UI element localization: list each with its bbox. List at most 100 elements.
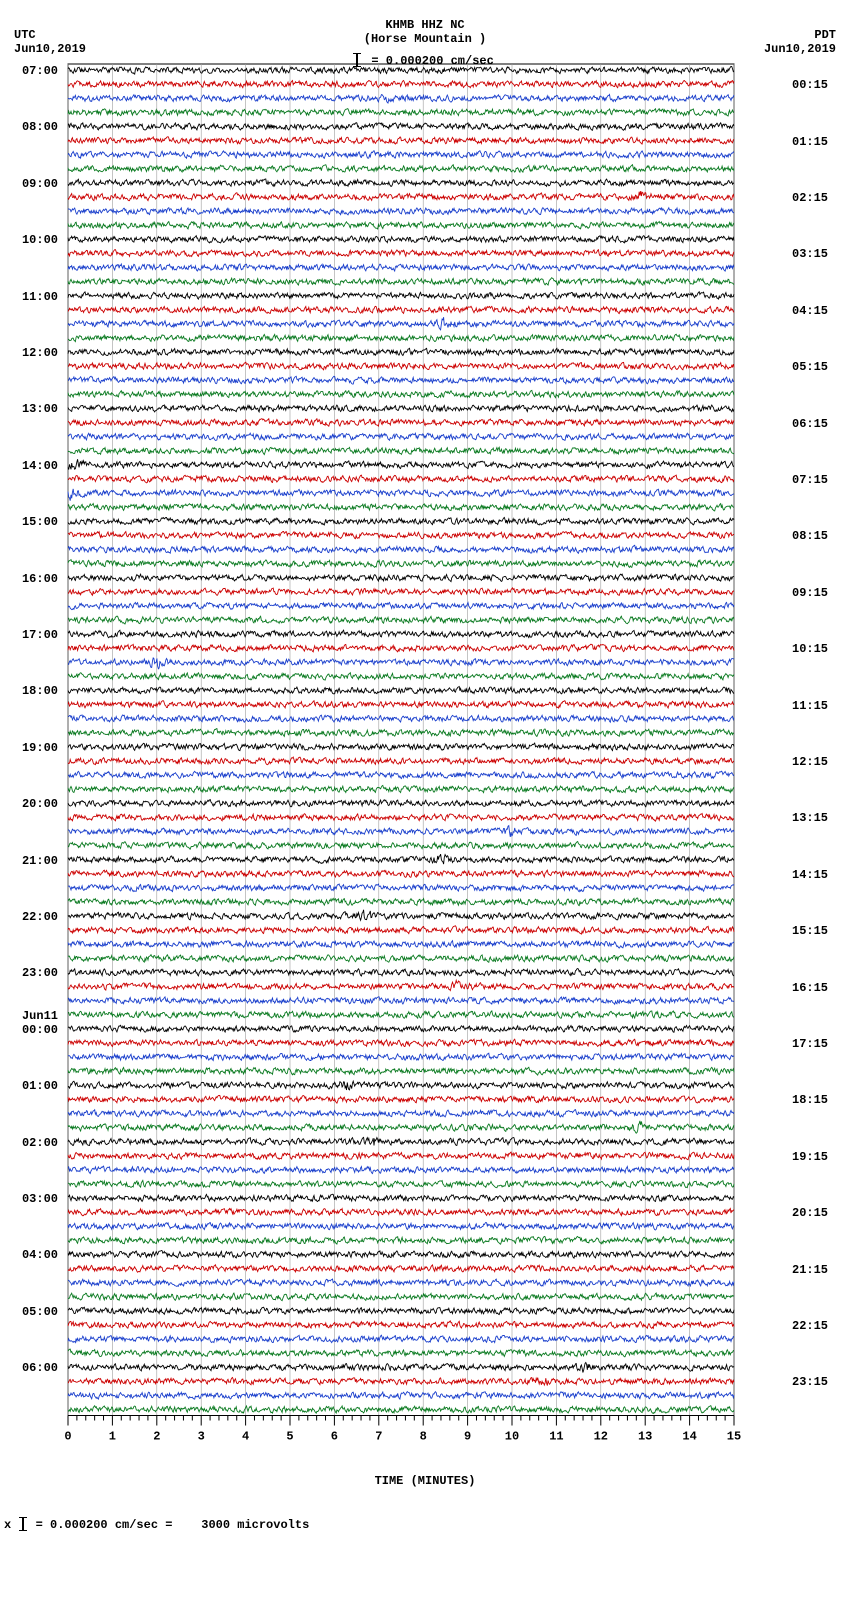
seismic-trace	[68, 81, 734, 88]
seismic-trace	[68, 236, 734, 243]
seismic-trace	[68, 687, 734, 694]
seismic-trace	[68, 264, 734, 271]
utc-hour-label: 13:00	[22, 402, 58, 416]
header-center: KHMB HHZ NC (Horse Mountain )	[0, 18, 850, 46]
seismic-trace	[68, 644, 734, 652]
utc-hour-label: 22:00	[22, 910, 58, 924]
seismic-trace	[68, 560, 734, 568]
seismic-trace	[68, 447, 734, 454]
seismic-trace	[68, 980, 734, 990]
seismic-trace	[68, 898, 734, 906]
seismic-trace	[68, 941, 734, 948]
seismic-trace	[68, 826, 734, 837]
footer-scale: x = 0.000200 cm/sec = 3000 microvolts	[0, 1518, 850, 1532]
pdt-hour-label: 19:15	[792, 1150, 828, 1164]
pdt-hour-label: 15:15	[792, 924, 828, 938]
utc-hour-label: 06:00	[22, 1361, 58, 1375]
pdt-hour-label: 01:15	[792, 135, 828, 149]
seismic-trace	[68, 459, 734, 469]
seismic-trace	[68, 743, 734, 751]
utc-hour-label: 20:00	[22, 797, 58, 811]
seismic-trace	[68, 1279, 734, 1286]
seismic-trace	[68, 489, 734, 501]
seismic-trace	[68, 616, 734, 624]
seismic-trace	[68, 842, 734, 850]
plot-area: 07:0008:0009:0010:0011:0012:0013:0014:00…	[0, 60, 850, 1472]
x-tick-label: 0	[64, 1430, 71, 1444]
pdt-hour-label: 16:15	[792, 981, 828, 995]
footer-leading-mark: x	[4, 1518, 11, 1532]
x-tick-label: 6	[331, 1430, 338, 1444]
seismic-trace	[68, 1110, 734, 1117]
footer-microvolts: 3000 microvolts	[201, 1518, 309, 1532]
utc-hour-label: 17:00	[22, 628, 58, 642]
seismic-trace	[68, 1349, 734, 1357]
pdt-hour-label: 22:15	[792, 1319, 828, 1333]
seismic-trace	[68, 504, 734, 511]
pdt-hour-label: 05:15	[792, 360, 828, 374]
seismic-trace	[68, 588, 734, 596]
seismic-trace	[68, 1095, 734, 1103]
seismic-trace	[68, 348, 734, 355]
seismic-trace	[68, 870, 734, 877]
seismic-trace	[68, 109, 734, 116]
seismic-trace	[68, 1209, 734, 1216]
seismic-trace	[68, 1137, 734, 1145]
x-tick-label: 7	[375, 1430, 382, 1444]
seismic-trace	[68, 419, 734, 427]
utc-hour-label: 09:00	[22, 177, 58, 191]
scale-bar-icon	[22, 1518, 24, 1530]
station-code: KHMB HHZ NC	[0, 18, 850, 32]
seismic-trace	[68, 1265, 734, 1273]
seismic-trace	[68, 602, 734, 609]
pdt-hour-label: 09:15	[792, 586, 828, 600]
seismic-trace	[68, 334, 734, 341]
x-tick-label: 2	[153, 1430, 160, 1444]
x-tick-label: 5	[286, 1430, 293, 1444]
station-name: (Horse Mountain )	[0, 32, 850, 46]
seismic-trace	[68, 405, 734, 412]
seismic-trace	[68, 1011, 734, 1019]
utc-hour-label: 21:00	[22, 854, 58, 868]
utc-hour-label: 19:00	[22, 741, 58, 755]
seismic-trace	[68, 165, 734, 173]
seismic-trace	[68, 1321, 734, 1328]
utc-hour-label: 04:00	[22, 1248, 58, 1262]
seismic-trace	[68, 191, 734, 201]
x-axis-title: TIME (MINUTES)	[0, 1474, 850, 1488]
seismic-trace	[68, 151, 734, 159]
pdt-hour-label: 03:15	[792, 247, 828, 261]
utc-hour-label: 01:00	[22, 1079, 58, 1093]
seismic-trace	[68, 123, 734, 131]
x-tick-label: 1	[109, 1430, 116, 1444]
seismic-trace	[68, 1363, 734, 1373]
seismic-trace	[68, 95, 734, 104]
x-tick-label: 15	[727, 1430, 741, 1444]
utc-hour-label: 07:00	[22, 64, 58, 78]
seismic-trace	[68, 1392, 734, 1400]
seismic-trace	[68, 1121, 734, 1133]
pdt-hour-label: 13:15	[792, 811, 828, 825]
seismic-trace	[68, 729, 734, 737]
pdt-hour-label: 20:15	[792, 1206, 828, 1220]
seismic-trace	[68, 1335, 734, 1343]
x-tick-label: 12	[594, 1430, 608, 1444]
seismic-trace	[68, 630, 734, 638]
pdt-hour-label: 18:15	[792, 1093, 828, 1107]
seismic-trace	[68, 222, 734, 230]
pdt-hour-labels: 00:1501:1502:1503:1504:1505:1506:1507:15…	[792, 60, 850, 1430]
seismic-trace	[68, 1293, 734, 1301]
x-tick-label: 14	[682, 1430, 696, 1444]
pdt-hour-label: 11:15	[792, 699, 828, 713]
seismic-trace	[68, 785, 734, 792]
seismic-trace	[68, 1222, 734, 1230]
utc-hour-label: 02:00	[22, 1136, 58, 1150]
utc-hour-label: 10:00	[22, 233, 58, 247]
utc-hour-label: 00:00	[22, 1023, 58, 1037]
seismic-trace	[68, 1039, 734, 1046]
seismic-trace	[68, 574, 734, 581]
x-tick-label: 13	[638, 1430, 652, 1444]
seismic-trace	[68, 701, 734, 708]
seismic-trace	[68, 66, 734, 74]
seismic-trace	[68, 317, 734, 330]
